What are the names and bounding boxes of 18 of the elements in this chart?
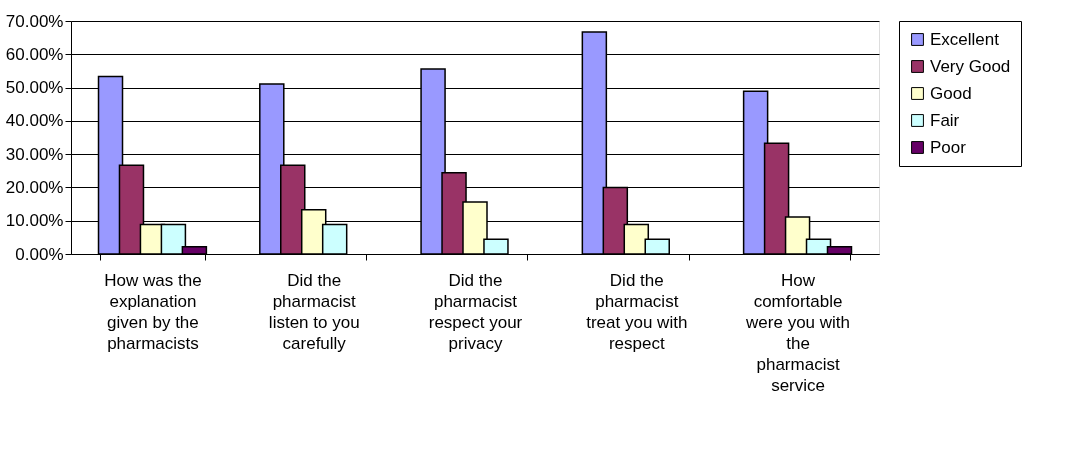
legend-label: Fair xyxy=(930,110,960,130)
y-tick-label: 30.00% xyxy=(5,144,64,164)
y-tick-label: 50.00% xyxy=(5,78,64,98)
x-tick-label: How comfortable were you with the pharmacist service xyxy=(745,270,851,395)
legend-label: Very Good xyxy=(930,56,1011,76)
y-tick-label: 20.00% xyxy=(5,177,64,197)
y-tick-label: 40.00% xyxy=(5,111,64,131)
y-tick-label: 10.00% xyxy=(5,211,64,231)
x-tick-label: Did the pharmacist respect your privacy xyxy=(428,270,523,353)
legend-label: Good xyxy=(930,83,972,103)
y-tick-label: 0.00% xyxy=(15,244,64,264)
legend-label: Poor xyxy=(930,137,967,157)
x-tick-label: Did the pharmacist listen to you carefully xyxy=(268,270,360,353)
y-tick-label: 60.00% xyxy=(5,44,64,64)
x-tick-label: How was the explanation given by the pharmacists xyxy=(104,270,202,353)
y-tick-label: 70.00% xyxy=(5,11,64,31)
legend-label: Excellent xyxy=(930,29,1000,49)
x-tick-label: Did the pharmacist treat you with respect xyxy=(586,270,688,353)
